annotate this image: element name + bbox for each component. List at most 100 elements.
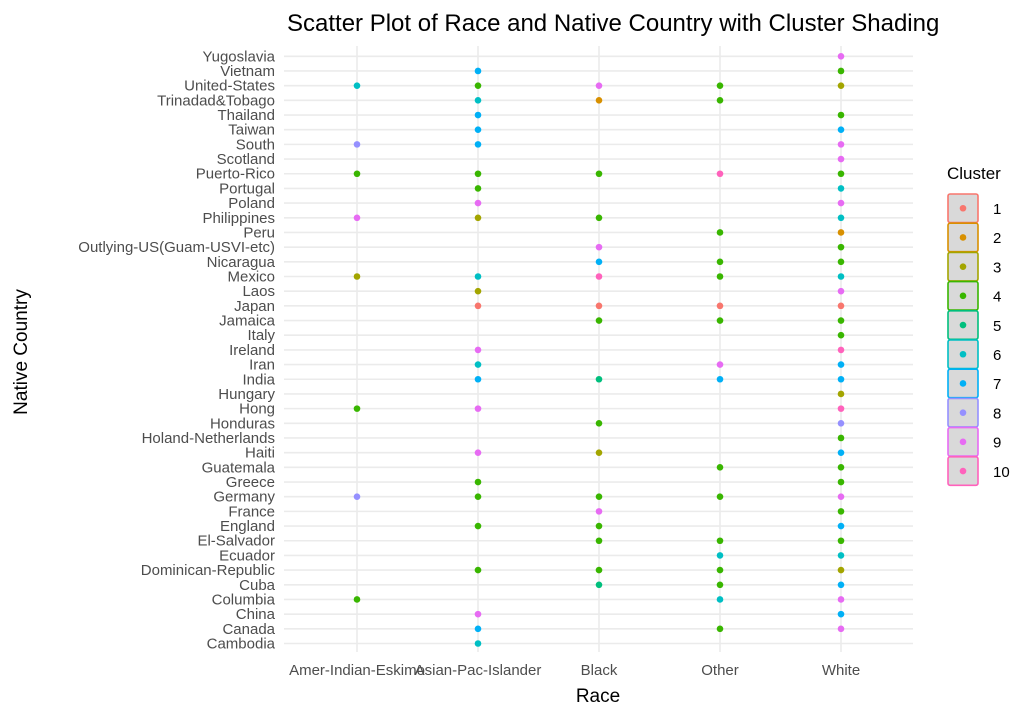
y-tick-label: Nicaragua bbox=[207, 254, 276, 271]
y-tick-label: India bbox=[242, 371, 275, 388]
data-point bbox=[474, 375, 482, 383]
y-tick-label: Hungary bbox=[218, 386, 275, 403]
data-point bbox=[474, 141, 482, 148]
data-points bbox=[353, 53, 845, 647]
data-point bbox=[595, 302, 603, 310]
data-point bbox=[837, 199, 845, 207]
data-point bbox=[716, 82, 724, 89]
data-point bbox=[837, 302, 845, 310]
legend-key-dot bbox=[959, 380, 967, 387]
y-tick-label: Holand-Netherlands bbox=[142, 430, 275, 447]
y-tick-label: Portugal bbox=[219, 180, 275, 197]
data-point bbox=[595, 214, 603, 222]
legend-label: 5 bbox=[993, 318, 1001, 335]
y-tick-labels: CambodiaCanadaChinaColumbiaCubaDominican… bbox=[78, 48, 275, 652]
data-point bbox=[716, 566, 724, 574]
data-point bbox=[837, 552, 845, 559]
y-tick-label: Philippines bbox=[202, 210, 275, 227]
y-tick-label: United-States bbox=[184, 78, 275, 95]
data-point bbox=[837, 317, 845, 324]
data-point bbox=[837, 449, 845, 456]
data-point bbox=[716, 493, 724, 501]
data-point bbox=[474, 302, 482, 310]
legend-key-dot bbox=[959, 467, 967, 475]
data-point bbox=[837, 53, 845, 60]
grid-lines bbox=[284, 46, 913, 652]
data-point bbox=[716, 625, 724, 633]
data-point bbox=[837, 111, 845, 119]
data-point bbox=[474, 566, 482, 574]
y-tick-label: Vietnam bbox=[220, 63, 275, 80]
y-tick-label: Cuba bbox=[239, 577, 276, 594]
data-point bbox=[474, 126, 482, 133]
data-point bbox=[837, 141, 845, 148]
data-point bbox=[595, 258, 603, 266]
data-point bbox=[837, 434, 845, 442]
data-point bbox=[716, 361, 724, 368]
data-point bbox=[837, 185, 845, 192]
data-point bbox=[837, 126, 845, 133]
data-point bbox=[595, 508, 603, 515]
y-tick-label: El-Salvador bbox=[197, 533, 275, 550]
y-tick-label: Hong bbox=[239, 401, 275, 418]
data-point bbox=[837, 420, 845, 427]
y-tick-label: England bbox=[220, 518, 275, 535]
data-point bbox=[474, 361, 482, 368]
y-tick-label: Scotland bbox=[217, 151, 275, 168]
data-point bbox=[837, 67, 845, 75]
legend-label: 8 bbox=[993, 405, 1001, 422]
data-point bbox=[837, 155, 845, 163]
data-point bbox=[837, 493, 845, 501]
y-tick-label: Jamaica bbox=[219, 313, 276, 330]
y-tick-label: Italy bbox=[247, 327, 275, 344]
y-tick-label: Peru bbox=[243, 224, 275, 241]
legend-key-dot bbox=[959, 292, 967, 300]
data-point bbox=[716, 581, 724, 589]
data-point bbox=[837, 82, 845, 89]
y-tick-label: Canada bbox=[222, 621, 275, 638]
y-tick-label: Yugoslavia bbox=[202, 48, 275, 65]
data-point bbox=[716, 229, 724, 236]
y-tick-label: Germany bbox=[213, 489, 275, 506]
x-tick-label: White bbox=[822, 662, 860, 679]
y-tick-label: China bbox=[236, 606, 276, 623]
data-point bbox=[837, 258, 845, 266]
y-tick-label: Ecuador bbox=[219, 547, 275, 564]
data-point bbox=[837, 243, 845, 251]
y-tick-label: Taiwan bbox=[228, 122, 275, 139]
data-point bbox=[837, 170, 845, 178]
y-tick-label: Laos bbox=[242, 283, 275, 300]
data-point bbox=[716, 317, 724, 324]
data-point bbox=[837, 478, 845, 486]
data-point bbox=[595, 449, 603, 456]
data-point bbox=[837, 229, 845, 236]
legend-label: 7 bbox=[993, 376, 1001, 393]
legend-label: 1 bbox=[993, 201, 1001, 218]
y-axis-title: Native Country bbox=[11, 289, 32, 415]
data-point bbox=[595, 170, 603, 178]
x-tick-label: Other bbox=[701, 662, 739, 679]
legend-label: 3 bbox=[993, 259, 1001, 276]
y-tick-label: Dominican-Republic bbox=[141, 562, 276, 579]
data-point bbox=[716, 375, 724, 383]
data-point bbox=[595, 537, 603, 545]
data-point bbox=[474, 405, 482, 412]
chart-title: Scatter Plot of Race and Native Country … bbox=[287, 10, 939, 37]
x-axis-title: Race bbox=[576, 686, 620, 707]
data-point bbox=[837, 610, 845, 618]
legend-key-dot bbox=[959, 204, 967, 212]
legend-key-dot bbox=[959, 438, 967, 446]
legend-label: 2 bbox=[993, 230, 1001, 247]
data-point bbox=[837, 361, 845, 368]
y-tick-label: Japan bbox=[234, 298, 275, 315]
data-point bbox=[595, 493, 603, 501]
data-point bbox=[353, 405, 361, 412]
legend-key-dot bbox=[959, 409, 967, 416]
data-point bbox=[474, 67, 482, 75]
y-tick-label: Thailand bbox=[217, 107, 275, 124]
data-point bbox=[716, 97, 724, 104]
y-tick-label: Honduras bbox=[210, 415, 275, 432]
data-point bbox=[716, 302, 724, 310]
